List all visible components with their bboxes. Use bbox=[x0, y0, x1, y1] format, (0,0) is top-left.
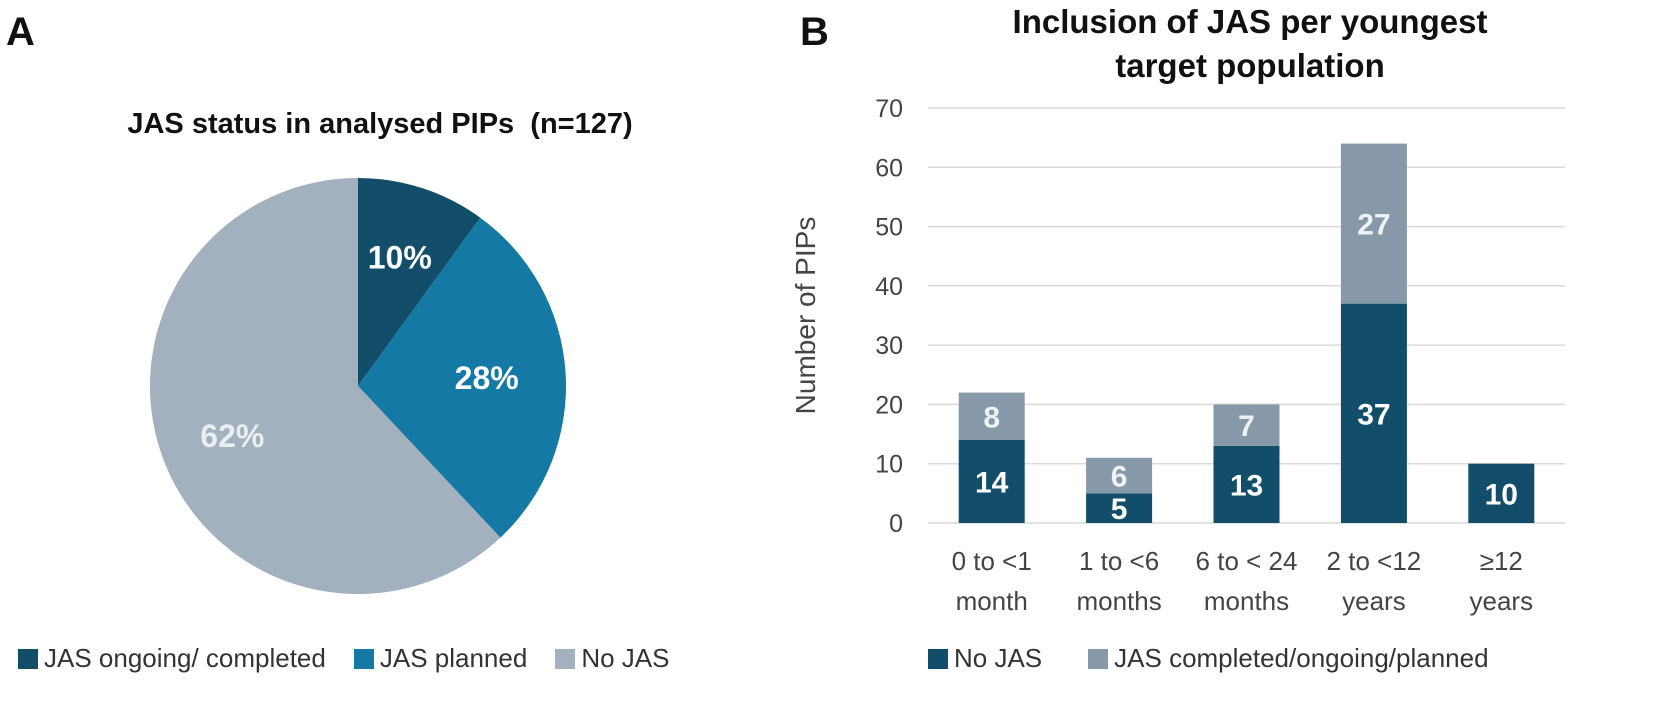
legend-item-bar-no-jas: No JAS bbox=[928, 643, 1042, 674]
bar-no-jas-3 bbox=[1213, 445, 1280, 523]
legend-item-jas-planned: JAS planned bbox=[353, 643, 528, 674]
pie-legend: JAS ongoing/ completed JAS planned No JA… bbox=[18, 643, 697, 674]
legend-label-jas-ongoing: JAS ongoing/ completed bbox=[44, 643, 326, 673]
legend-item-jas-ongoing: JAS ongoing/ completed bbox=[18, 643, 326, 674]
x-tick-label: 0 to <1 bbox=[952, 546, 1032, 576]
pie-slice-jas-planned bbox=[358, 217, 567, 538]
x-tick-label: months bbox=[1076, 586, 1161, 616]
bar-no-jas-4 bbox=[1340, 303, 1407, 523]
bar-data-label-no-jas-3: 13 bbox=[1230, 469, 1263, 502]
pie-label-jas-planned: 28% bbox=[455, 360, 519, 396]
bar-jas-completed-ongoing-planned-1 bbox=[958, 392, 1025, 440]
panel-b-label: B bbox=[800, 10, 829, 54]
y-tick-label: 70 bbox=[875, 95, 903, 123]
y-tick-label: 50 bbox=[875, 214, 903, 242]
bar-data-label-no-jas-4: 37 bbox=[1357, 398, 1390, 431]
y-tick-label: 10 bbox=[875, 451, 903, 479]
x-tick-label: month bbox=[956, 586, 1028, 616]
legend-swatch-bar-jas bbox=[1088, 648, 1109, 669]
y-tick-label: 30 bbox=[875, 332, 903, 360]
x-tick-label: 2 to <12 bbox=[1327, 546, 1422, 576]
bar-chart-title-line-2: target population bbox=[1115, 47, 1385, 84]
pie-slice-jas-ongoing-completed bbox=[358, 178, 481, 386]
y-tick-label: 20 bbox=[875, 391, 903, 419]
bar-data-label-no-jas-2: 5 bbox=[1111, 493, 1128, 526]
x-tick-label: 6 to < 24 bbox=[1196, 546, 1298, 576]
bar-chart-title: Inclusion of JAS per youngest target pop… bbox=[940, 0, 1560, 88]
bar-data-label-jas-completed-ongoing-planned-1: 8 bbox=[983, 401, 1000, 434]
x-tick-label: years bbox=[1470, 586, 1534, 616]
y-tick-label: 60 bbox=[875, 154, 903, 182]
x-tick-label: months bbox=[1204, 586, 1289, 616]
bar-data-label-no-jas-5: 10 bbox=[1485, 478, 1518, 511]
bar-data-label-jas-completed-ongoing-planned-3: 7 bbox=[1238, 410, 1255, 443]
legend-swatch-bar-no-jas bbox=[928, 648, 948, 669]
legend-item-no-jas: No JAS bbox=[555, 643, 669, 674]
bar-legend: No JAS JAS completed/ongoing/planned bbox=[928, 643, 1489, 674]
legend-label-jas-planned: JAS planned bbox=[379, 643, 528, 673]
x-tick-label: ≥12 bbox=[1480, 546, 1523, 576]
bar-jas-completed-ongoing-planned-3 bbox=[1213, 404, 1280, 446]
x-tick-label: 1 to <6 bbox=[1079, 546, 1159, 576]
bar-no-jas-5 bbox=[1468, 463, 1535, 523]
legend-label-no-jas: No JAS bbox=[581, 643, 670, 673]
bar-jas-completed-ongoing-planned-2 bbox=[1086, 457, 1153, 494]
bar-no-jas-1 bbox=[958, 440, 1025, 523]
pie-slice-no-jas bbox=[150, 178, 501, 595]
legend-swatch-jas-ongoing bbox=[18, 648, 38, 669]
legend-label-bar-no-jas: No JAS bbox=[954, 643, 1043, 673]
y-axis-label: Number of PIPs bbox=[790, 217, 821, 415]
pie-label-no-jas: 62% bbox=[200, 418, 264, 454]
bar-data-label-no-jas-1: 14 bbox=[975, 467, 1009, 500]
legend-swatch-no-jas bbox=[555, 648, 576, 669]
pie-chart-title: JAS status in analysed PIPs (n=127) bbox=[127, 108, 633, 140]
bar-data-label-jas-completed-ongoing-planned-4: 27 bbox=[1357, 209, 1390, 242]
bar-data-label-jas-completed-ongoing-planned-2: 6 bbox=[1111, 461, 1128, 494]
y-tick-label: 40 bbox=[875, 273, 903, 301]
panel-a-label: A bbox=[6, 10, 35, 54]
bar-jas-completed-ongoing-planned-4 bbox=[1340, 143, 1407, 304]
y-tick-label: 0 bbox=[889, 510, 903, 538]
bar-chart-title-line-1: Inclusion of JAS per youngest bbox=[1012, 3, 1488, 40]
legend-swatch-jas-planned bbox=[353, 648, 374, 669]
bar-no-jas-2 bbox=[1086, 493, 1153, 523]
x-tick-label: years bbox=[1342, 586, 1406, 616]
legend-label-bar-jas: JAS completed/ongoing/planned bbox=[1114, 643, 1489, 673]
legend-item-bar-jas: JAS completed/ongoing/planned bbox=[1088, 643, 1489, 674]
pie-label-jas-ongoing-completed: 10% bbox=[368, 239, 432, 275]
